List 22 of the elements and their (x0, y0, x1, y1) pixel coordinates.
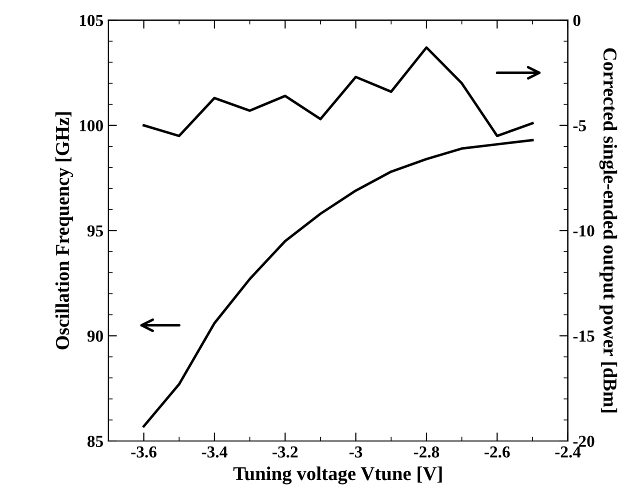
x-tick-label: -2.8 (414, 446, 440, 458)
y-tick-label: 90 (87, 330, 103, 342)
x-tick-label: -2.4 (555, 446, 581, 458)
x-tick-label: -3.6 (131, 446, 156, 458)
y-axis-title: Oscillation Frequency [GHz] (55, 112, 74, 350)
y2-tick-label: -10 (573, 225, 594, 237)
x-tick-label: -3 (349, 446, 362, 458)
y2-tick-label: 0 (573, 14, 580, 26)
y-tick-label: 100 (80, 120, 103, 132)
y2-tick-label: -5 (573, 120, 586, 132)
y2-axis-title: Corrected single-ended output power [dBm] (599, 48, 618, 412)
line-series (142, 46, 534, 138)
y-tick-label: 85 (87, 436, 103, 447)
y-tick-label: 95 (87, 225, 103, 237)
y2-tick-label: -20 (573, 436, 594, 447)
line-series (142, 138, 534, 428)
x-tick-label: -3.2 (272, 446, 298, 458)
x-tick-label: -2.6 (484, 446, 510, 458)
x-tick-label: -3.4 (202, 446, 228, 458)
x-axis-title: Tuning voltage Vtune [V] (233, 466, 442, 484)
y-tick-label: 105 (80, 14, 103, 26)
y2-tick-label: -15 (573, 330, 594, 342)
